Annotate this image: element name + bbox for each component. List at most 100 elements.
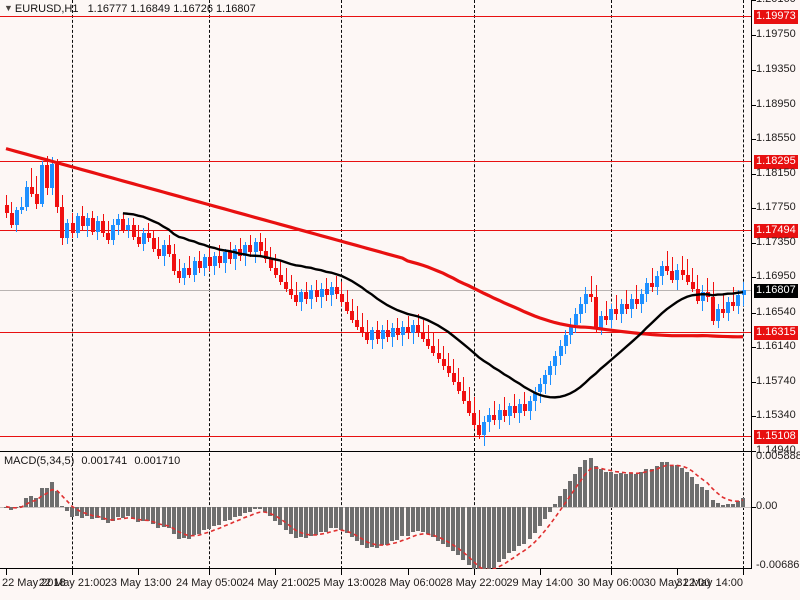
- time-axis-label: 22 May 21:00: [38, 577, 106, 589]
- macd-histogram-bar: [90, 506, 94, 520]
- macd-histogram-bar: [29, 496, 33, 507]
- macd-histogram-bar: [695, 484, 699, 507]
- macd-histogram-bar: [192, 506, 196, 536]
- macd-histogram-bar: [365, 506, 369, 549]
- macd-histogram-bar: [690, 476, 694, 507]
- price-axis-label: 1.16140: [756, 340, 796, 353]
- time-tick: [610, 569, 612, 575]
- macd-histogram-bar: [24, 498, 28, 507]
- chevron-down-icon[interactable]: ▼: [4, 3, 13, 13]
- price-level-line[interactable]: [0, 161, 751, 163]
- macd-histogram-bar: [95, 506, 99, 518]
- macd-histogram-bar: [400, 506, 404, 537]
- price-level-tag[interactable]: 1.17494: [754, 224, 798, 239]
- macd-histogram-bar: [248, 506, 252, 513]
- time-axis-label: 24 May 05:00: [175, 577, 243, 589]
- price-level-line[interactable]: [0, 436, 751, 438]
- time-axis-label: 30 May 06:00: [577, 577, 645, 589]
- price-axis-tick: [752, 451, 756, 452]
- macd-axis-tick: [752, 506, 756, 508]
- macd-histogram-bar: [589, 457, 593, 507]
- price-level-tag[interactable]: 1.19973: [754, 10, 798, 25]
- macd-histogram-bar: [655, 466, 659, 507]
- macd-histogram-bar: [650, 468, 654, 507]
- macd-histogram-bar: [131, 506, 135, 519]
- price-level-line[interactable]: [0, 289, 751, 291]
- macd-histogram-bar: [558, 496, 562, 507]
- price-axis-tick: [752, 139, 756, 141]
- price-axis-label: 1.19350: [756, 62, 796, 75]
- macd-histogram-bar: [9, 506, 13, 511]
- price-level-tag[interactable]: 1.18295: [754, 155, 798, 170]
- price-axis[interactable]: 1.20160 1.19973 1.19750 1.19350 1.18950 1.185…: [752, 0, 800, 456]
- macd-histogram-bar: [187, 506, 191, 540]
- indicator-main-value: 0.001741: [81, 455, 128, 467]
- vertical-gridline: [473, 0, 475, 451]
- macd-histogram-bar: [507, 506, 511, 554]
- time-tick: [743, 569, 744, 575]
- time-axis-label: 29 May 14:00: [506, 577, 574, 589]
- macd-histogram-bar: [299, 506, 303, 538]
- macd-histogram-bar: [202, 506, 206, 531]
- macd-histogram-bar: [385, 506, 389, 545]
- time-tick: [138, 569, 140, 575]
- macd-histogram-bar: [711, 499, 715, 507]
- price-axis-tick: [752, 416, 756, 418]
- indicator-header[interactable]: MACD(5,34,5) 0.001741 0.001710: [4, 455, 180, 467]
- macd-histogram-bar: [512, 506, 516, 552]
- macd-histogram-bar: [406, 506, 410, 536]
- time-tick: [539, 569, 541, 575]
- price-axis-label: 1.18950: [756, 97, 796, 110]
- macd-histogram-bar: [334, 506, 338, 528]
- macd-histogram-bar: [604, 472, 608, 507]
- price-level-tag[interactable]: 1.15108: [754, 430, 798, 445]
- macd-histogram-bar: [741, 498, 745, 507]
- price-level-line[interactable]: [0, 16, 751, 18]
- macd-histogram-bar: [548, 506, 552, 512]
- price-level-line[interactable]: [0, 332, 751, 334]
- macd-histogram-bar: [360, 506, 364, 545]
- time-tick: [6, 569, 7, 575]
- macd-axis[interactable]: 0.005888 0.00 -0.006866: [752, 451, 800, 571]
- macd-histogram-bar: [314, 506, 318, 536]
- symbol-header[interactable]: ▼ EURUSD,H1 1.16777 1.16849 1.16726 1.168…: [4, 3, 256, 15]
- price-plot-area[interactable]: [0, 0, 751, 451]
- price-level-line[interactable]: [0, 230, 751, 232]
- price-axis-label: 1.15340: [756, 409, 796, 422]
- macd-histogram-bar: [212, 506, 216, 526]
- macd-histogram-bar: [497, 506, 501, 562]
- macd-histogram-bar: [182, 506, 186, 539]
- price-axis-label: 1.15740: [756, 374, 796, 387]
- macd-histogram-bar: [421, 506, 425, 533]
- price-axis-tick: [752, 208, 756, 210]
- macd-histogram-bar: [467, 506, 471, 566]
- macd-histogram-bar: [329, 506, 333, 529]
- macd-histogram-bar: [461, 506, 465, 560]
- macd-histogram-bar: [451, 506, 455, 552]
- macd-histogram-bar: [675, 465, 679, 507]
- macd-histogram-bar: [233, 506, 237, 517]
- macd-histogram-bar: [136, 506, 140, 523]
- macd-histogram-bar: [167, 506, 171, 529]
- price-level-tag[interactable]: 1.16315: [754, 326, 798, 341]
- macd-histogram-bar: [721, 505, 725, 507]
- macd-histogram-bar: [644, 469, 648, 507]
- macd-histogram-bar: [197, 506, 201, 535]
- macd-histogram-bar: [40, 487, 44, 507]
- macd-histogram-bar: [289, 506, 293, 534]
- macd-plot-area[interactable]: [0, 453, 751, 569]
- time-axis-label: 23 May 13:00: [104, 577, 172, 589]
- time-tick: [275, 569, 277, 575]
- time-axis[interactable]: 22 May 2018 22 May 21:00 23 May 13:00 24 Ma…: [0, 569, 752, 600]
- vertical-gridline: [610, 0, 612, 451]
- current-price-tag[interactable]: 1.16807: [754, 283, 798, 298]
- indicator-signal-value: 0.001710: [134, 455, 181, 467]
- macd-histogram-bar: [19, 505, 23, 507]
- price-axis-tick: [752, 104, 756, 106]
- macd-histogram-bar: [263, 506, 267, 513]
- macd-histogram-bar: [258, 506, 262, 510]
- macd-histogram-bar: [253, 506, 257, 510]
- vertical-gridline: [610, 453, 612, 569]
- macd-histogram-bar: [639, 472, 643, 507]
- macd-histogram-bar: [106, 506, 110, 524]
